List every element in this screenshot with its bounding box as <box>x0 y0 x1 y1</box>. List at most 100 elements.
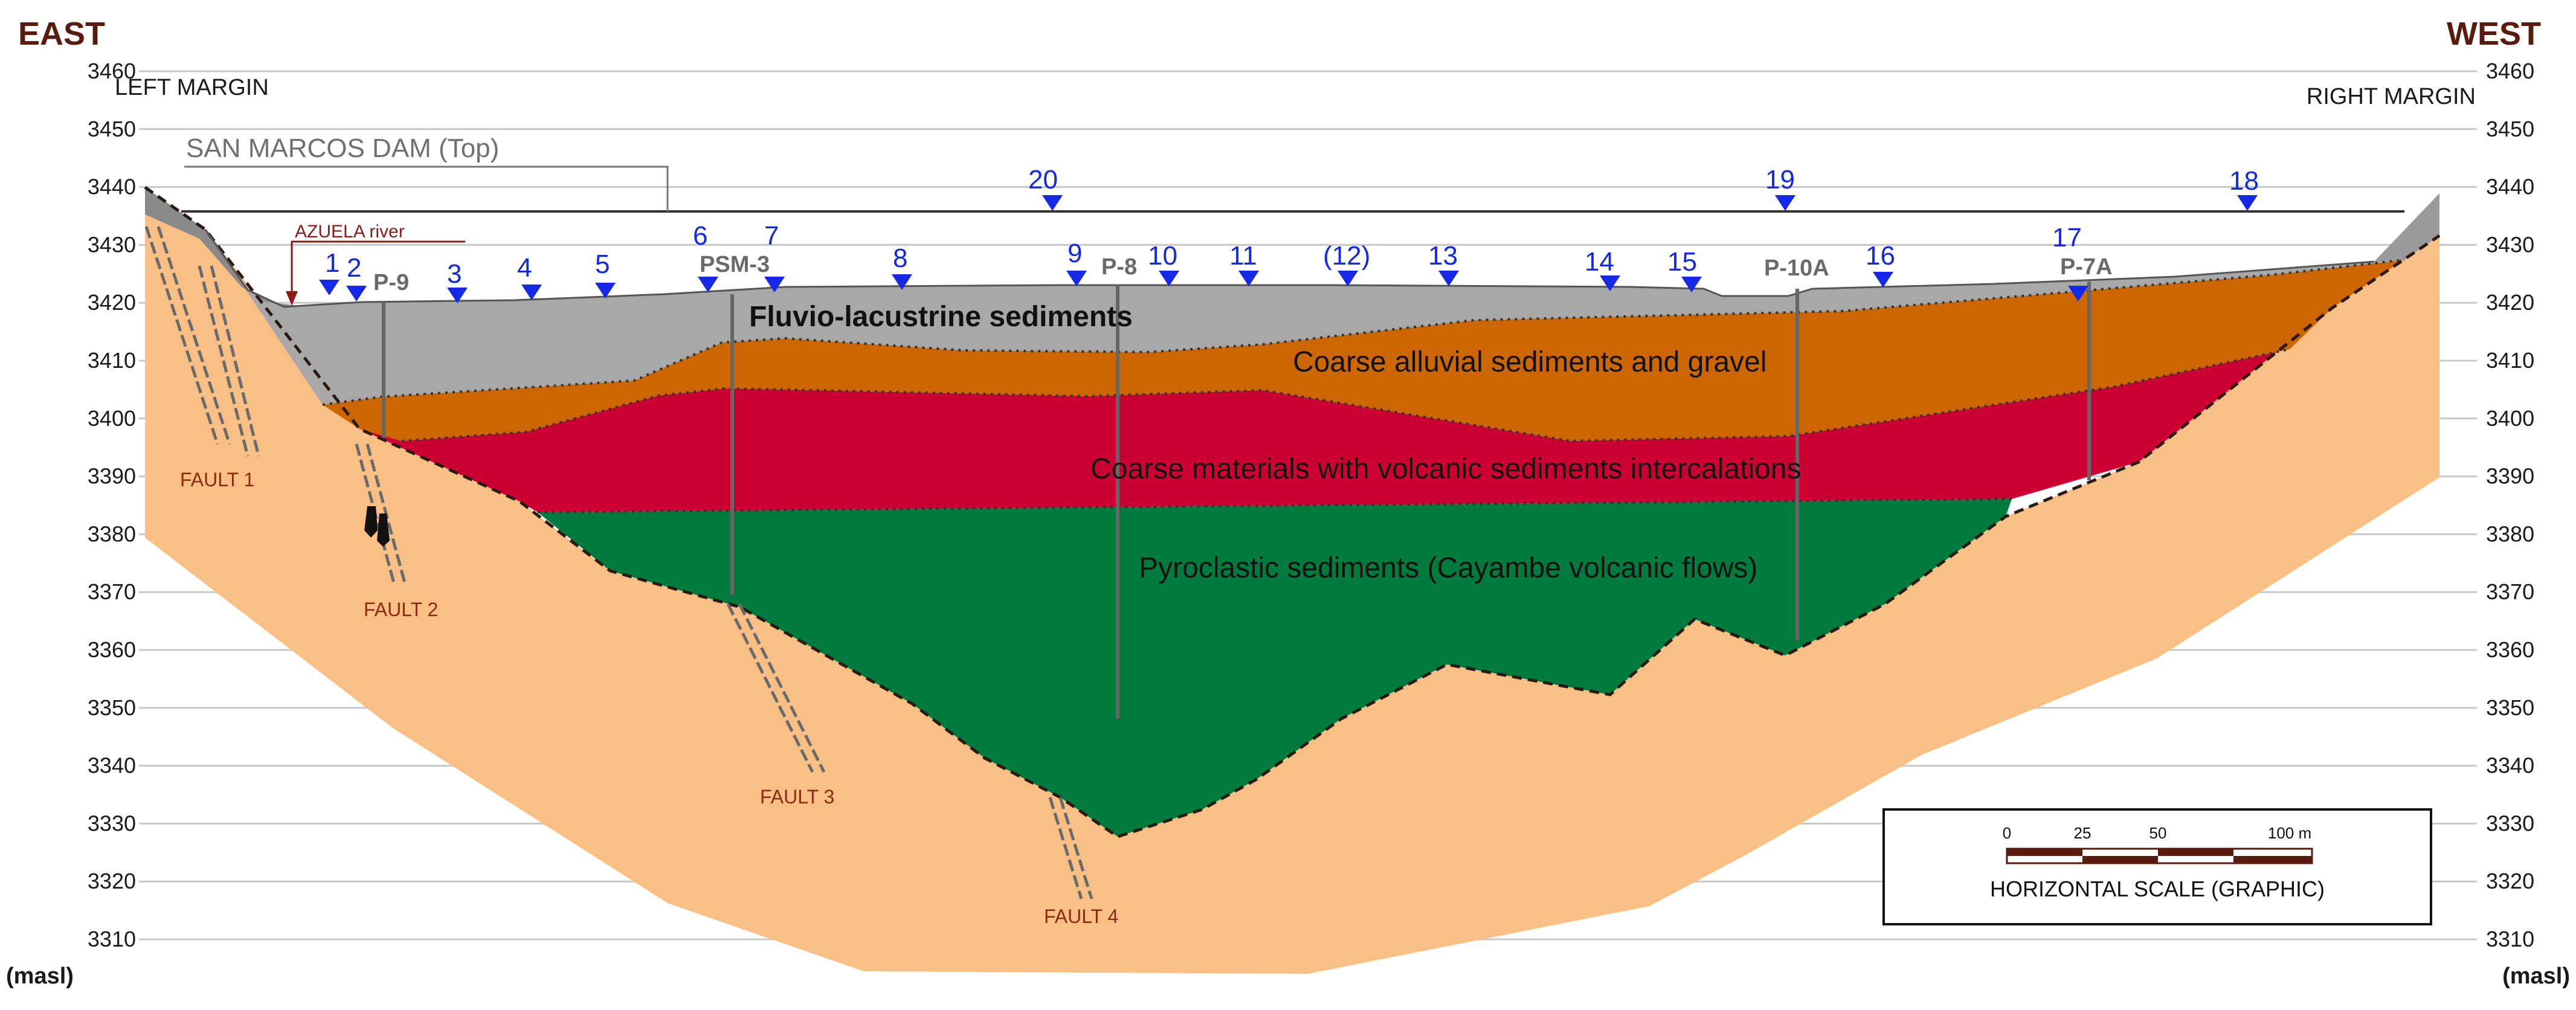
point-label: 15 <box>1667 247 1697 277</box>
point-marker-icon <box>1600 275 1620 291</box>
left-bank-rock <box>145 187 299 307</box>
point-marker-icon <box>1681 277 1702 292</box>
bedrock-contact-line <box>144 185 2441 838</box>
point-marker-icon <box>521 285 542 300</box>
scale-tick-label: 50 <box>2149 824 2167 842</box>
fault-4-label: FAULT 4 <box>1044 905 1118 927</box>
tick-label-left: 3330 <box>88 811 136 835</box>
tick-label-right: 3380 <box>2486 521 2534 546</box>
point-marker-icon <box>319 280 340 295</box>
tick-label-right: 3360 <box>2486 637 2534 662</box>
point-label: 18 <box>2229 166 2259 196</box>
tick-label-right: 3460 <box>2486 59 2534 83</box>
pyroclastic-layer <box>538 499 2012 837</box>
point-marker-icon <box>892 274 912 290</box>
point-label: 14 <box>1585 247 1614 277</box>
tick-label-left: 3410 <box>88 348 136 373</box>
tick-label-right: 3440 <box>2486 175 2534 199</box>
fault-lines <box>144 226 1093 899</box>
tick-label-left: 3400 <box>88 406 136 431</box>
point-marker-icon <box>1775 195 1795 211</box>
point-label: 6 <box>693 221 707 251</box>
direction-west: WEST <box>2447 16 2541 52</box>
tick-label-right: 3350 <box>2486 695 2534 720</box>
tick-label-right: 3340 <box>2486 753 2534 778</box>
point-label: (12) <box>1323 241 1370 271</box>
tick-label-right: 3400 <box>2486 406 2534 431</box>
river-leader-line <box>291 240 465 296</box>
point-marker-icon <box>595 283 616 298</box>
point-marker-icon <box>698 277 718 292</box>
tick-label-right: 3420 <box>2486 290 2534 315</box>
borehole-label: PSM-3 <box>700 252 770 277</box>
point-label: 5 <box>595 249 610 279</box>
alluvial-gravel-layer <box>323 236 2439 441</box>
point-marker-icon <box>346 286 367 301</box>
fault-2-label: FAULT 2 <box>364 599 438 620</box>
tick-label-left: 3360 <box>88 637 136 662</box>
left-margin-label: LEFT MARGIN <box>115 75 269 100</box>
tick-label-left: 3320 <box>88 869 136 893</box>
right-bank-rock <box>2374 193 2439 262</box>
river-label: AZUELA river <box>295 222 405 242</box>
point-label: 13 <box>1428 241 1458 271</box>
contact-lines <box>322 259 2405 513</box>
tick-label-right: 3330 <box>2486 811 2534 835</box>
point-marker-icon <box>447 288 468 303</box>
horizontal-scale <box>1882 808 2432 925</box>
measurement-markers <box>319 195 2258 303</box>
scale-tick-label: 25 <box>2074 824 2091 842</box>
fluvio-lacustrine-layer <box>205 230 2404 405</box>
tick-label-right: 3410 <box>2486 348 2534 373</box>
borehole-label: P-8 <box>1101 254 1137 280</box>
tick-label-left: 3310 <box>88 927 136 951</box>
point-label: 19 <box>1765 165 1795 195</box>
unit-label-left: (masl) <box>6 963 74 989</box>
point-marker-icon <box>1338 271 1358 286</box>
scale-tick-label: 0 <box>2003 824 2011 842</box>
tick-label-right: 3430 <box>2486 232 2534 257</box>
point-marker-icon <box>1159 271 1179 286</box>
point-marker-icon <box>764 277 785 292</box>
borehole-label: P-7A <box>2060 254 2113 280</box>
dam-label: SAN MARCOS DAM (Top) <box>186 133 499 163</box>
tick-label-left: 3460 <box>88 59 136 83</box>
point-label: 11 <box>1229 241 1257 271</box>
point-marker-icon <box>1238 271 1259 286</box>
point-marker-icon <box>1066 271 1087 286</box>
fault-3-label: FAULT 3 <box>760 786 834 808</box>
point-label: 16 <box>1866 241 1895 271</box>
fault-1-label: FAULT 1 <box>180 469 254 491</box>
tick-label-right: 3390 <box>2486 464 2534 489</box>
volcanic-intercalation-layer <box>359 308 2332 512</box>
point-label: 3 <box>447 259 462 289</box>
point-label: 17 <box>2052 223 2082 252</box>
layer-label-pyroclastic: Pyroclastic sediments (Cayambe volcanic … <box>1139 552 1757 584</box>
tick-label-right: 3370 <box>2486 579 2534 604</box>
point-label: 10 <box>1148 241 1177 271</box>
point-label: 9 <box>1067 239 1082 268</box>
point-label: 2 <box>347 253 361 283</box>
direction-east: EAST <box>18 16 105 52</box>
tick-label-right: 3450 <box>2486 117 2534 141</box>
point-marker-icon <box>1042 195 1063 211</box>
point-marker-icon <box>1438 271 1459 286</box>
tick-label-left: 3440 <box>88 175 136 199</box>
tick-label-right: 3320 <box>2486 869 2534 893</box>
point-label: 20 <box>1028 165 1058 195</box>
tick-label-left: 3450 <box>88 117 136 141</box>
river-arrow-icon <box>286 291 298 306</box>
tick-label-left: 3380 <box>88 521 136 546</box>
point-label: 7 <box>764 221 779 251</box>
layer-label-volcanic: Coarse materials with volcanic sediments… <box>1090 453 1802 485</box>
ground-surface <box>204 229 2375 308</box>
borehole-lines <box>382 281 2091 719</box>
tick-label-left: 3350 <box>88 695 136 720</box>
tick-label-right: 3310 <box>2486 927 2534 951</box>
tick-label-left: 3390 <box>88 464 136 489</box>
dam-crest <box>181 166 2404 213</box>
fault-movement-icon <box>364 506 390 547</box>
point-label: 4 <box>517 253 532 283</box>
scale-title: HORIZONTAL SCALE (GRAPHIC) <box>1990 877 2325 901</box>
